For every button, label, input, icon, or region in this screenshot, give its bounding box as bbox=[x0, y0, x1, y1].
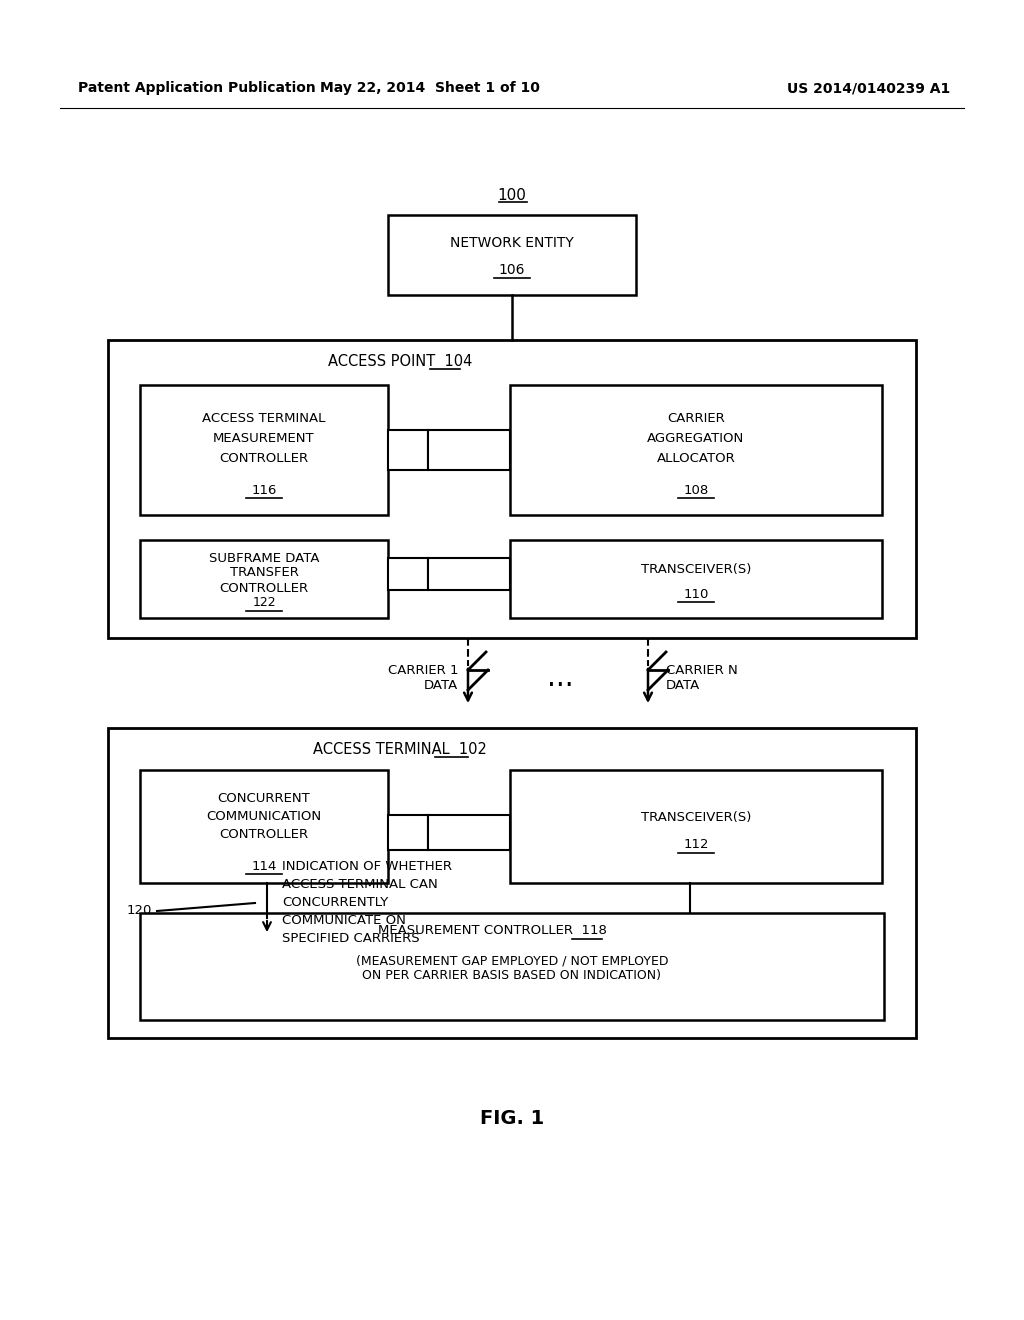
Text: CONTROLLER: CONTROLLER bbox=[219, 451, 308, 465]
Text: 122: 122 bbox=[252, 597, 275, 610]
Text: FIG. 1: FIG. 1 bbox=[480, 1109, 544, 1127]
Text: ...: ... bbox=[547, 664, 573, 692]
Bar bbox=[140, 385, 388, 515]
Text: ACCESS POINT  104: ACCESS POINT 104 bbox=[328, 355, 472, 370]
Bar bbox=[510, 770, 882, 883]
Text: 120: 120 bbox=[127, 904, 152, 917]
Text: May 22, 2014  Sheet 1 of 10: May 22, 2014 Sheet 1 of 10 bbox=[321, 81, 540, 95]
Text: 106: 106 bbox=[499, 263, 525, 277]
Text: CONTROLLER: CONTROLLER bbox=[219, 582, 308, 594]
Text: MEASUREMENT: MEASUREMENT bbox=[213, 432, 314, 445]
Bar bbox=[388, 814, 428, 850]
Text: 110: 110 bbox=[683, 587, 709, 601]
Text: MEASUREMENT CONTROLLER  118: MEASUREMENT CONTROLLER 118 bbox=[378, 924, 606, 937]
Bar bbox=[108, 729, 916, 1038]
Bar bbox=[388, 215, 636, 294]
Text: TRANSCEIVER(S): TRANSCEIVER(S) bbox=[641, 564, 752, 577]
Text: (MEASUREMENT GAP EMPLOYED / NOT EMPLOYED
ON PER CARRIER BASIS BASED ON INDICATIO: (MEASUREMENT GAP EMPLOYED / NOT EMPLOYED… bbox=[355, 954, 669, 982]
Text: 108: 108 bbox=[683, 483, 709, 496]
Bar bbox=[388, 430, 428, 470]
Bar bbox=[140, 913, 884, 1020]
Text: ACCESS TERMINAL  102: ACCESS TERMINAL 102 bbox=[313, 742, 487, 758]
Text: 116: 116 bbox=[251, 483, 276, 496]
Text: TRANSFER: TRANSFER bbox=[229, 566, 298, 579]
Text: AGGREGATION: AGGREGATION bbox=[647, 432, 744, 445]
Bar bbox=[510, 385, 882, 515]
Text: CARRIER N
DATA: CARRIER N DATA bbox=[666, 664, 737, 692]
Text: 112: 112 bbox=[683, 838, 709, 851]
Text: US 2014/0140239 A1: US 2014/0140239 A1 bbox=[786, 81, 950, 95]
Text: CARRIER 1
DATA: CARRIER 1 DATA bbox=[387, 664, 458, 692]
Bar bbox=[388, 558, 428, 590]
Bar bbox=[428, 558, 510, 590]
Bar bbox=[140, 540, 388, 618]
Text: INDICATION OF WHETHER
ACCESS TERMINAL CAN
CONCURRENTLY
COMMUNICATE ON
SPECIFIED : INDICATION OF WHETHER ACCESS TERMINAL CA… bbox=[282, 861, 452, 945]
Text: ACCESS TERMINAL: ACCESS TERMINAL bbox=[203, 412, 326, 425]
Text: CONTROLLER: CONTROLLER bbox=[219, 828, 308, 841]
Text: 100: 100 bbox=[498, 187, 526, 202]
Text: ALLOCATOR: ALLOCATOR bbox=[656, 451, 735, 465]
Text: 114: 114 bbox=[251, 859, 276, 873]
Bar bbox=[140, 770, 388, 883]
Text: CONCURRENT: CONCURRENT bbox=[218, 792, 310, 804]
Text: NETWORK ENTITY: NETWORK ENTITY bbox=[451, 236, 573, 249]
Bar bbox=[428, 814, 510, 850]
Text: Patent Application Publication: Patent Application Publication bbox=[78, 81, 315, 95]
Bar bbox=[510, 540, 882, 618]
Bar bbox=[428, 430, 510, 470]
Text: TRANSCEIVER(S): TRANSCEIVER(S) bbox=[641, 812, 752, 825]
Text: CARRIER: CARRIER bbox=[667, 412, 725, 425]
Text: SUBFRAME DATA: SUBFRAME DATA bbox=[209, 552, 319, 565]
Bar bbox=[108, 341, 916, 638]
Text: COMMUNICATION: COMMUNICATION bbox=[207, 809, 322, 822]
